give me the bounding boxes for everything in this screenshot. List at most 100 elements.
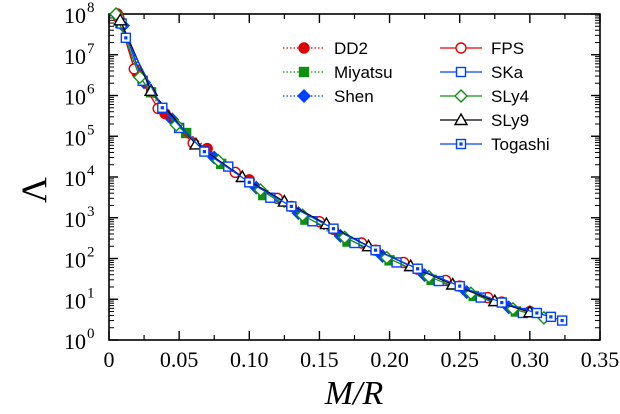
legend-item-sly9: SLy9: [440, 111, 529, 130]
y-tick-label: 10 5: [64, 122, 95, 150]
legend-marker-miyatsu-shape: [298, 66, 310, 78]
legend-item-ska: SKa: [440, 63, 524, 82]
legend-marker-sly9: [453, 112, 469, 126]
x-tick-label: 0.15: [300, 347, 339, 372]
series-togashi: [120, 32, 568, 326]
data-point-togashi-dot: [549, 315, 553, 319]
data-point-togashi: [244, 177, 255, 188]
y-tick-label: 10 8: [64, 0, 95, 28]
legend-item-miyatsu: Miyatsu: [283, 63, 393, 82]
y-tick-exponent: 4: [87, 163, 95, 179]
data-point-togashi-dot: [535, 311, 539, 315]
data-point-togashi: [412, 263, 423, 274]
x-tick-label: 0.25: [440, 347, 479, 372]
y-tick-base: 10: [64, 329, 86, 354]
data-point-sly4: [169, 117, 184, 132]
data-point-togashi: [328, 223, 339, 234]
x-tick-labels: 0 0.05 0.10 0.15 0.20 0.25 0.30 0.35: [104, 347, 620, 372]
data-point-togashi: [286, 201, 297, 212]
data-point-togashi: [454, 280, 465, 292]
series-line-miyatsu: [119, 22, 517, 313]
y-tick-exponent: 0: [87, 326, 95, 342]
data-point-sly4: [463, 286, 478, 301]
y-tick-base: 10: [64, 207, 86, 232]
data-point-togashi: [370, 244, 381, 256]
y-tick-exponent: 8: [87, 0, 95, 16]
y-tick-base: 10: [64, 125, 86, 150]
legend-label-dd2: DD2: [334, 39, 368, 58]
y-tick-label: 10 2: [64, 245, 95, 273]
legend-marker-shen: [297, 89, 311, 103]
y-tick-base: 10: [64, 166, 86, 191]
legend-marker-fps: [455, 42, 467, 54]
y-tick-base: 10: [64, 44, 86, 69]
legend-marker-ska-shape: [455, 66, 467, 78]
legend-marker-miyatsu: [298, 66, 310, 78]
series-fps: [113, 12, 494, 304]
data-point-togashi: [496, 297, 507, 308]
series-shen: [116, 18, 516, 315]
legend-item-fps: FPS: [440, 39, 524, 58]
data-point-togashi-dot: [247, 180, 251, 184]
data-point-togashi: [556, 315, 568, 326]
data-point-togashi-dot: [202, 150, 206, 154]
data-point-sly4: [379, 250, 394, 265]
data-point-togashi-dot: [500, 300, 504, 305]
y-tick-base: 10: [64, 3, 86, 28]
data-point-togashi: [157, 102, 168, 113]
y-tick-label: 10 3: [64, 204, 95, 232]
y-tick-label: 10 6: [64, 82, 95, 110]
legend-item-togashi: Togashi: [440, 135, 550, 154]
legend-marker-togashi: [455, 138, 467, 150]
y-tick-base: 10: [64, 248, 86, 273]
series-sly4: [109, 7, 551, 325]
y-tick-label: 10 4: [64, 163, 95, 191]
data-point-togashi-dot: [416, 267, 420, 271]
y-tick-exponent: 6: [87, 82, 95, 98]
x-tick-label: 0.05: [160, 347, 199, 372]
data-point-togashi: [199, 146, 210, 157]
data-point-togashi-dot: [373, 248, 378, 252]
y-tick-base: 10: [64, 288, 86, 313]
x-tick-label: 0.30: [511, 347, 550, 372]
x-tick-label: 0: [104, 347, 115, 372]
y-tick-exponent: 3: [87, 204, 95, 220]
data-point-togashi-dot: [331, 227, 336, 231]
legend-label-shen: Shen: [334, 87, 374, 106]
legend-marker-togashi-dot: [459, 142, 463, 146]
y-tick-exponent: 2: [87, 245, 95, 261]
legend-label-fps: FPS: [491, 39, 524, 58]
axis-ticks: [108, 13, 601, 341]
series-line-sly4: [115, 13, 545, 319]
series-line-dd2: [116, 13, 531, 313]
data-point-togashi-dot: [160, 106, 164, 110]
series-line-sly9: [119, 20, 531, 313]
y-tick-base: 10: [64, 85, 86, 110]
y-tick-label: 10 7: [64, 41, 95, 69]
x-tick-label: 0.10: [230, 347, 269, 372]
legend-marker-sly4: [454, 89, 468, 103]
y-tick-label: 10 0: [64, 326, 95, 354]
y-tick-exponent: 5: [87, 122, 95, 138]
x-tick-label: 0.20: [370, 347, 409, 372]
y-tick-exponent: 7: [87, 41, 95, 57]
x-tick-label: 0.35: [581, 347, 620, 372]
legend-item-shen: Shen: [283, 87, 374, 106]
series-miyatsu: [115, 17, 522, 317]
x-axis-title: M/R: [324, 375, 384, 412]
legend: DD2 Miyatsu Shen FPS SKa SLy4 SLy9 Togashi: [283, 39, 550, 154]
series-sly9: [113, 12, 538, 318]
legend-marker-dd2: [298, 42, 310, 54]
data-point-togashi: [545, 311, 557, 323]
series-line-shen: [122, 25, 510, 309]
y-tick-exponent: 1: [87, 285, 95, 301]
data-point-togashi-dot: [289, 204, 293, 208]
data-point-togashi-dot: [560, 318, 564, 323]
legend-label-togashi: Togashi: [491, 135, 550, 154]
data-point-sly9: [113, 12, 128, 26]
data-point-togashi-dot: [124, 36, 128, 40]
legend-label-miyatsu: Miyatsu: [334, 63, 393, 82]
series-ska: [116, 18, 529, 319]
y-tick-label: 10 1: [64, 285, 95, 313]
